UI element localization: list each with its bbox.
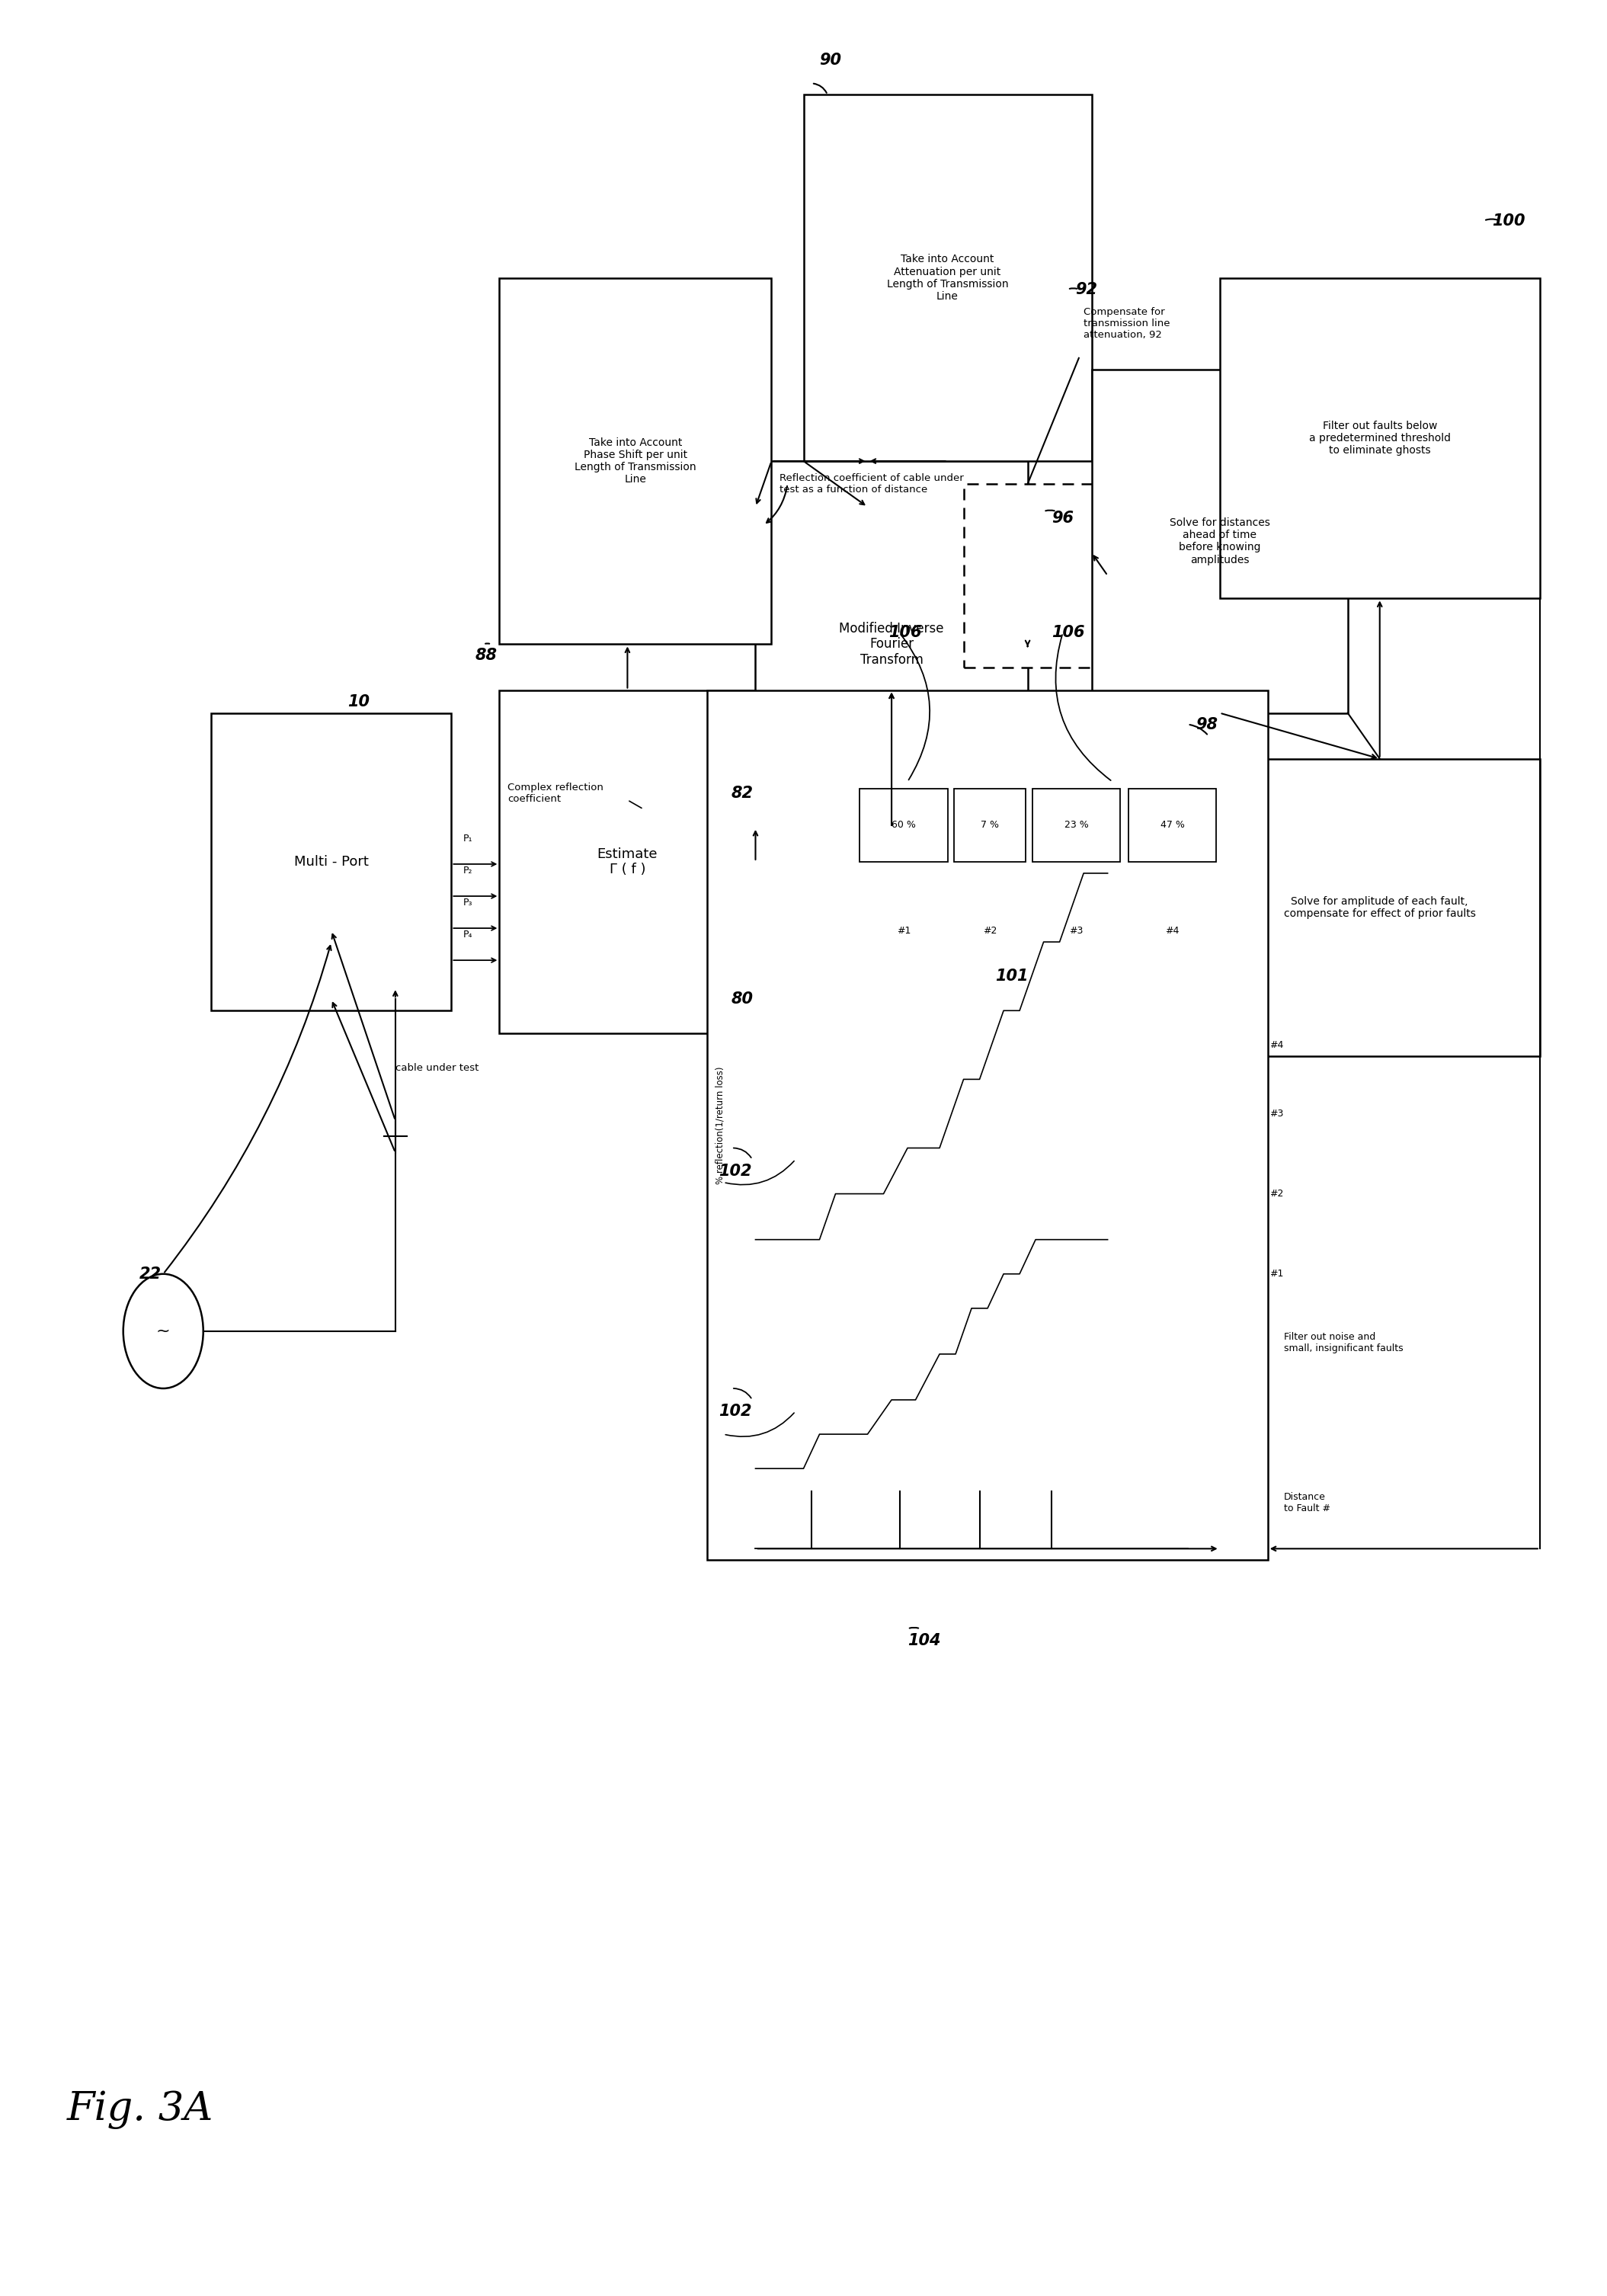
FancyBboxPatch shape (755, 461, 1027, 827)
FancyBboxPatch shape (860, 788, 948, 861)
Text: P₄: P₄ (463, 930, 472, 939)
Text: Fig. 3A: Fig. 3A (67, 2089, 214, 2128)
Text: 100: 100 (1491, 214, 1525, 227)
Text: 60 %: 60 % (892, 820, 916, 831)
Text: 90: 90 (820, 53, 842, 69)
FancyBboxPatch shape (955, 788, 1025, 861)
Text: Distance
to Fault #: Distance to Fault # (1284, 1492, 1331, 1513)
Text: 22: 22 (140, 1267, 161, 1281)
Text: Complex reflection
coefficient: Complex reflection coefficient (508, 783, 603, 804)
FancyBboxPatch shape (500, 278, 771, 645)
Text: 102: 102 (718, 1403, 752, 1419)
Text: 80: 80 (731, 992, 754, 1006)
Text: 82: 82 (731, 785, 754, 801)
Text: 106: 106 (1051, 625, 1085, 641)
Text: Compensate for
transmission line
attenuation, 92: Compensate for transmission line attenua… (1083, 308, 1170, 340)
FancyBboxPatch shape (804, 94, 1091, 461)
Text: Multi - Port: Multi - Port (294, 854, 368, 868)
Text: ~: ~ (156, 1322, 170, 1339)
Text: 7 %: 7 % (980, 820, 1000, 831)
FancyBboxPatch shape (500, 691, 755, 1033)
Text: P₃: P₃ (463, 898, 472, 907)
Text: Filter out faults below
a predetermined threshold
to eliminate ghosts: Filter out faults below a predetermined … (1308, 420, 1451, 457)
Text: 106: 106 (889, 625, 921, 641)
Text: Solve for distances
ahead of time
before knowing
amplitudes: Solve for distances ahead of time before… (1170, 517, 1270, 565)
Text: #3: #3 (1270, 1109, 1284, 1118)
FancyBboxPatch shape (1032, 788, 1120, 861)
Text: 47 %: 47 % (1160, 820, 1184, 831)
Text: #3: #3 (1069, 925, 1083, 934)
Text: 96: 96 (1051, 510, 1073, 526)
Text: 102: 102 (718, 1164, 752, 1178)
Text: % reflection(1/return loss): % reflection(1/return loss) (715, 1065, 725, 1185)
Text: #2: #2 (983, 925, 996, 934)
Text: 104: 104 (908, 1632, 940, 1649)
FancyBboxPatch shape (1220, 278, 1540, 599)
Text: #1: #1 (897, 925, 911, 934)
Text: P₂: P₂ (463, 866, 472, 875)
Text: P₁: P₁ (463, 833, 472, 843)
Text: Modified Inverse
Fourier
Transform: Modified Inverse Fourier Transform (839, 622, 943, 666)
FancyBboxPatch shape (707, 691, 1268, 1561)
Text: Reflection coefficient of cable under
test as a function of distance: Reflection coefficient of cable under te… (779, 473, 964, 494)
Text: Estimate
Γ ( f ): Estimate Γ ( f ) (598, 847, 657, 877)
FancyBboxPatch shape (1128, 788, 1216, 861)
Text: #2: #2 (1270, 1189, 1284, 1199)
Text: #1: #1 (1270, 1270, 1284, 1279)
Text: 10: 10 (347, 693, 370, 709)
Text: Solve for amplitude of each fault,
compensate for effect of prior faults: Solve for amplitude of each fault, compe… (1284, 895, 1475, 918)
Text: Take into Account
Attenuation per unit
Length of Transmission
Line: Take into Account Attenuation per unit L… (887, 255, 1008, 301)
Text: #4: #4 (1165, 925, 1180, 934)
Text: #4: #4 (1270, 1040, 1284, 1049)
Text: 88: 88 (476, 647, 498, 664)
Text: 92: 92 (1075, 282, 1098, 296)
Text: 101: 101 (996, 969, 1028, 985)
Text: 23 %: 23 % (1064, 820, 1088, 831)
FancyBboxPatch shape (211, 714, 452, 1010)
FancyBboxPatch shape (964, 484, 1107, 668)
FancyBboxPatch shape (1220, 758, 1540, 1056)
FancyBboxPatch shape (1091, 370, 1348, 714)
Text: cable under test: cable under test (395, 1063, 479, 1072)
Text: Take into Account
Phase Shift per unit
Length of Transmission
Line: Take into Account Phase Shift per unit L… (575, 436, 696, 484)
Text: 98: 98 (1196, 716, 1218, 732)
Text: Filter out noise and
small, insignificant faults: Filter out noise and small, insignifican… (1284, 1332, 1403, 1352)
